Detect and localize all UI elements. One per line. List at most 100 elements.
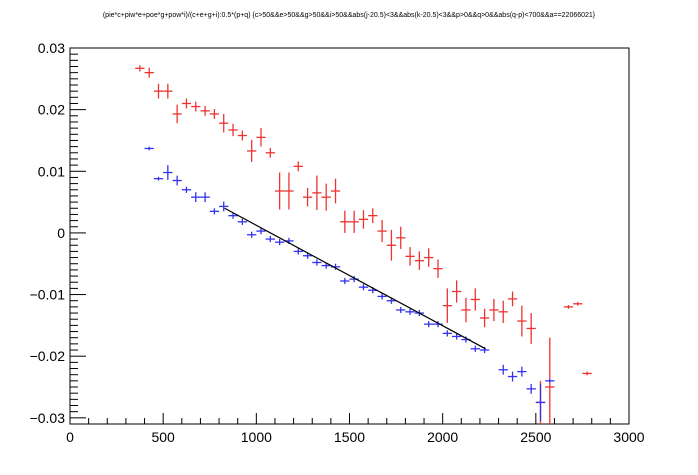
data-point bbox=[209, 208, 220, 215]
data-point bbox=[209, 109, 220, 119]
data-point bbox=[573, 301, 583, 306]
data-point bbox=[479, 308, 490, 328]
data-point bbox=[265, 147, 275, 158]
data-point bbox=[219, 113, 229, 133]
data-point bbox=[377, 219, 387, 243]
data-point bbox=[442, 288, 452, 323]
data-point bbox=[191, 192, 201, 203]
data-point bbox=[424, 321, 434, 328]
data-point bbox=[321, 183, 331, 211]
data-point bbox=[414, 251, 425, 270]
data-point bbox=[470, 345, 480, 352]
y-tick-label: 0.02 bbox=[38, 102, 65, 118]
data-point bbox=[274, 172, 285, 210]
data-point bbox=[163, 83, 173, 99]
data-point bbox=[181, 98, 192, 109]
data-point bbox=[200, 192, 210, 203]
data-point bbox=[507, 291, 518, 307]
data-point bbox=[340, 277, 350, 285]
data-point bbox=[191, 101, 201, 112]
data-point bbox=[247, 139, 257, 163]
data-point bbox=[451, 333, 462, 340]
x-tick-label: 2500 bbox=[520, 429, 551, 445]
data-point bbox=[274, 239, 285, 246]
y-axis: −0.03 −0.02 −0.01 0 0.01 0.02 0.03 bbox=[30, 40, 86, 426]
data-point bbox=[153, 176, 164, 181]
data-point bbox=[312, 259, 322, 266]
data-point bbox=[153, 83, 164, 99]
data-point bbox=[312, 175, 322, 211]
data-point bbox=[517, 305, 527, 337]
data-point bbox=[451, 280, 462, 303]
data-point bbox=[237, 130, 248, 141]
data-point bbox=[526, 313, 536, 344]
data-point bbox=[284, 172, 294, 210]
fit-line bbox=[224, 207, 486, 350]
data-point bbox=[302, 187, 313, 207]
data-point bbox=[424, 248, 434, 267]
data-point bbox=[545, 337, 555, 424]
x-tick-label: 1500 bbox=[334, 429, 365, 445]
chart-title: (pie*c+piw*e+poe*g+pow*i)/(c+e+g+i):0.5*… bbox=[103, 12, 596, 19]
y-tick-label: −0.02 bbox=[30, 348, 66, 364]
y-tick-label: 0.03 bbox=[38, 40, 65, 56]
y-tick-label: 0.01 bbox=[38, 163, 65, 179]
data-point bbox=[433, 321, 443, 328]
data-point bbox=[545, 379, 555, 383]
data-layer bbox=[135, 65, 592, 424]
data-point bbox=[293, 161, 303, 172]
data-point bbox=[256, 227, 266, 235]
data-point bbox=[368, 208, 378, 224]
data-point bbox=[358, 284, 369, 291]
data-point bbox=[172, 104, 182, 124]
y-tick-label: 0 bbox=[57, 225, 65, 241]
data-point bbox=[498, 364, 508, 375]
data-point bbox=[293, 248, 303, 255]
data-point bbox=[144, 67, 154, 78]
series-2 bbox=[144, 146, 555, 421]
data-point bbox=[358, 210, 369, 229]
data-point bbox=[163, 165, 173, 180]
data-point bbox=[340, 210, 350, 233]
data-point bbox=[228, 123, 238, 137]
data-point bbox=[526, 383, 536, 394]
plot-frame bbox=[69, 47, 630, 425]
data-point bbox=[470, 288, 480, 311]
data-point bbox=[144, 146, 154, 151]
data-point bbox=[219, 201, 229, 212]
data-point bbox=[535, 383, 546, 421]
data-point bbox=[517, 366, 527, 377]
x-axis: 0 500 1000 1500 2000 2500 3000 bbox=[66, 413, 645, 445]
data-point bbox=[265, 236, 275, 243]
data-point bbox=[135, 65, 145, 72]
data-point bbox=[302, 252, 313, 259]
plot-area-border bbox=[69, 47, 630, 425]
y-tick-label: −0.01 bbox=[30, 287, 66, 303]
data-point bbox=[377, 293, 387, 300]
data-point bbox=[330, 178, 341, 204]
data-point bbox=[349, 210, 359, 233]
x-tick-label: 1000 bbox=[241, 429, 272, 445]
data-point bbox=[228, 212, 238, 219]
data-point bbox=[489, 298, 499, 322]
x-tick-label: 3000 bbox=[613, 429, 644, 445]
x-tick-label: 2000 bbox=[427, 429, 458, 445]
y-tick-label: −0.03 bbox=[30, 410, 66, 426]
data-point bbox=[237, 218, 248, 225]
series-1 bbox=[135, 65, 592, 424]
data-point bbox=[181, 186, 192, 193]
x-tick-label: 500 bbox=[151, 429, 175, 445]
data-point bbox=[172, 175, 182, 186]
data-point bbox=[582, 371, 592, 376]
data-point bbox=[507, 371, 518, 382]
data-point bbox=[461, 297, 471, 323]
data-point bbox=[396, 226, 406, 249]
data-point bbox=[386, 229, 397, 261]
data-point bbox=[433, 259, 443, 278]
data-point bbox=[396, 306, 406, 314]
data-point bbox=[200, 105, 210, 116]
data-point bbox=[498, 300, 508, 323]
data-point bbox=[256, 128, 266, 147]
x-tick-label: 0 bbox=[66, 429, 74, 445]
